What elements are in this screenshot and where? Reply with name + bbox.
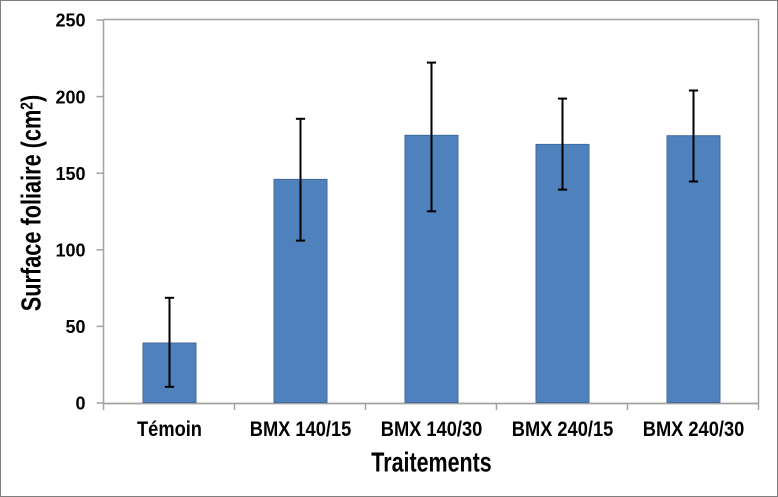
svg-text:Témoin: Témoin xyxy=(137,418,202,442)
svg-text:150: 150 xyxy=(55,164,85,184)
svg-text:250: 250 xyxy=(55,11,85,31)
svg-text:0: 0 xyxy=(75,394,85,414)
svg-text:Traitements: Traitements xyxy=(371,448,491,478)
svg-text:BMX 240/15: BMX 240/15 xyxy=(512,418,614,442)
svg-text:200: 200 xyxy=(55,87,85,107)
svg-text:BMX 140/30: BMX 140/30 xyxy=(381,418,483,442)
svg-text:100: 100 xyxy=(55,241,85,261)
svg-text:BMX 140/15: BMX 140/15 xyxy=(250,418,352,442)
svg-text:Surface foliaire (cm2): Surface foliaire (cm2) xyxy=(17,95,47,311)
svg-text:50: 50 xyxy=(65,317,85,337)
svg-text:BMX 240/30: BMX 240/30 xyxy=(643,418,745,442)
